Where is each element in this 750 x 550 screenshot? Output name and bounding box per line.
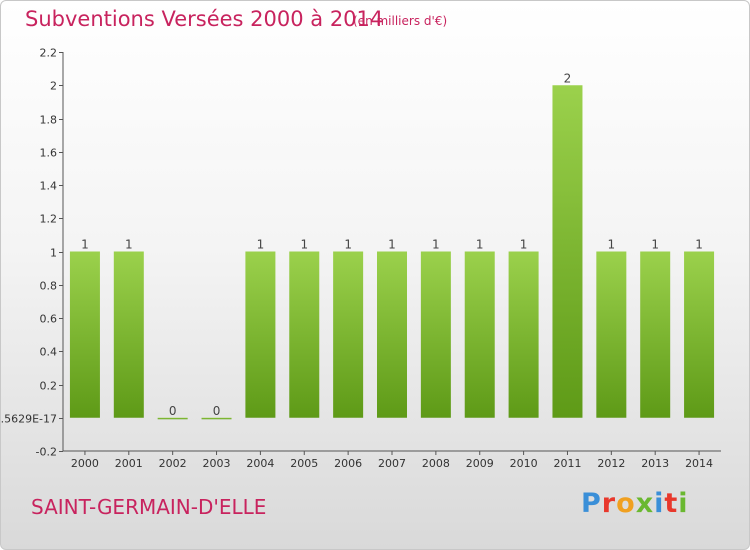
x-tick-label: 2003 [203,457,231,470]
y-tick-label: -0.2 [36,446,57,459]
data-label: 1 [81,238,89,252]
bar-2005 [289,251,320,418]
x-tick-label: 2000 [71,457,99,470]
y-tick-label: 0.8 [40,280,58,293]
data-label: 1 [257,238,265,252]
y-tick-label: 0.4 [40,346,58,359]
bar-2001 [113,251,144,418]
bar-2006 [333,251,364,418]
chart-title: Subventions Versées 2000 à 2014 [25,7,384,31]
y-tick-label: 1.8 [40,114,58,127]
y-tick-label: 1.2 [40,213,58,226]
logo-letter: i [678,488,689,519]
bar-2003 [201,417,232,420]
data-label: 1 [695,238,703,252]
y-tick-label: 1.4 [40,180,58,193]
x-tick-label: 2005 [290,457,318,470]
y-tick-label: 0.6 [40,313,58,326]
data-label: 1 [388,238,396,252]
logo-letter: o [616,488,636,519]
y-tick-label: 2.2 [40,47,58,60]
x-tick-label: 2004 [246,457,274,470]
bar-2009 [464,251,495,418]
logo-letter: t [664,488,679,519]
y-tick-label: -1.5629E-17 [1,413,57,426]
y-tick-label: 1.6 [40,147,58,160]
logo-letter: x [635,488,655,519]
logo-letter: P [581,488,602,519]
y-tick-label: 2 [50,80,57,93]
x-tick-label: 2001 [115,457,143,470]
bar-2007 [377,251,407,418]
bar-2008 [420,251,451,418]
x-tick-label: 2008 [422,457,450,470]
commune-name: SAINT-GERMAIN-D'ELLE [31,495,267,519]
x-tick-label: 2002 [159,457,187,470]
x-tick-label: 2012 [597,457,625,470]
data-label: 1 [125,238,133,252]
data-label: 1 [476,238,484,252]
y-tick-label: 0.2 [40,380,58,393]
data-label: 1 [300,238,308,252]
x-tick-label: 2011 [553,457,581,470]
logo-letter: i [654,488,665,519]
bar-2002 [157,417,188,420]
bar-2000 [69,251,100,418]
bar-2013 [640,251,671,418]
bar-2012 [596,251,627,418]
data-label: 2 [564,71,572,85]
x-tick-label: 2009 [466,457,494,470]
x-tick-label: 2010 [510,457,538,470]
x-tick-label: 2014 [685,457,713,470]
unit-label: (en milliers d'€) [353,14,448,28]
data-label: 1 [608,238,616,252]
bar-2010 [508,251,539,418]
logo-letter: r [601,488,617,519]
data-label: 0 [213,404,221,418]
x-tick-label: 2006 [334,457,362,470]
data-label: 1 [432,238,440,252]
data-label: 1 [344,238,352,252]
data-label: 0 [169,404,177,418]
x-tick-label: 2007 [378,457,406,470]
bar-2004 [245,251,276,418]
y-tick-label: 1 [50,247,57,260]
bar-2011 [552,85,583,418]
data-label: 1 [651,238,659,252]
proxiti-logo: Proxiti [581,488,689,519]
x-tick-label: 2013 [641,457,669,470]
bar-2014 [684,251,715,418]
data-label: 1 [520,238,528,252]
